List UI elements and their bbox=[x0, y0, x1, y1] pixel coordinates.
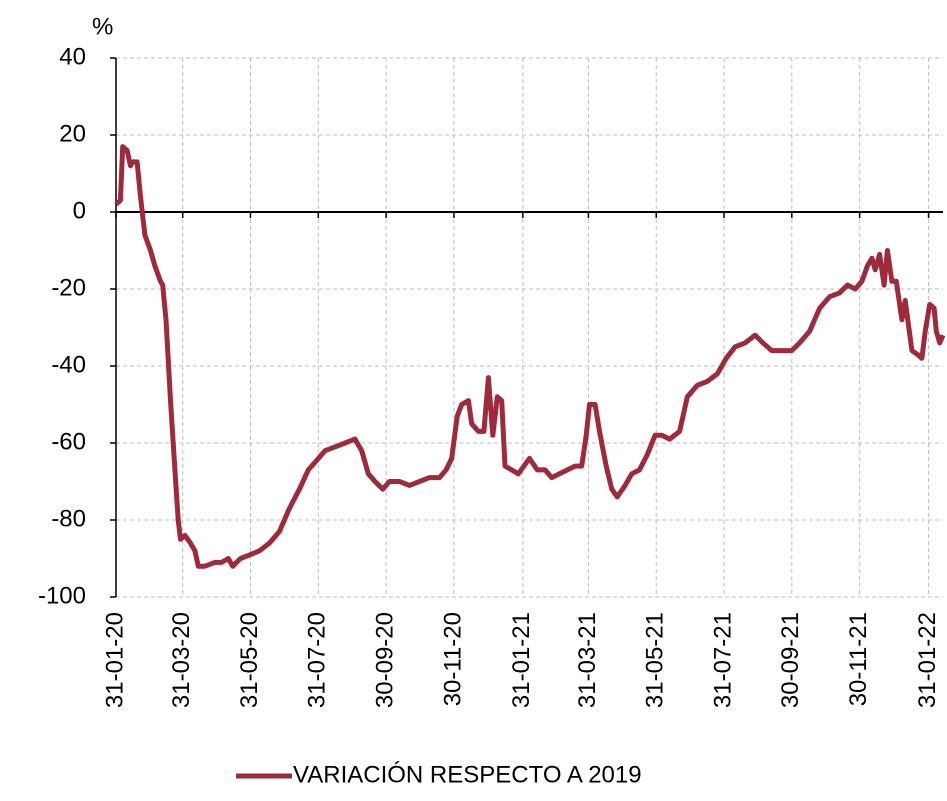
y-tick-label: -60 bbox=[51, 428, 86, 455]
x-tick-label: 31-05-20 bbox=[236, 612, 263, 708]
y-axis-label: % bbox=[92, 13, 113, 40]
y-tick-label: 0 bbox=[73, 197, 86, 224]
x-tick-label: 31-03-20 bbox=[168, 612, 195, 708]
x-tick-label: 31-07-20 bbox=[304, 612, 331, 708]
y-tick-label: 40 bbox=[59, 43, 86, 70]
x-tick-label: 31-07-21 bbox=[709, 612, 736, 708]
y-tick-label: -100 bbox=[38, 582, 86, 609]
x-tick-label: 31-01-20 bbox=[101, 612, 128, 708]
y-tick-label: -20 bbox=[51, 274, 86, 301]
y-tick-label: -80 bbox=[51, 505, 86, 532]
x-tick-label: 30-11-20 bbox=[439, 612, 466, 706]
x-tick-label: 30-09-21 bbox=[777, 612, 804, 708]
x-tick-label: 31-05-21 bbox=[642, 612, 669, 708]
x-tick-label: 31-03-21 bbox=[574, 612, 601, 708]
x-tick-label: 31-01-22 bbox=[914, 612, 941, 708]
y-tick-label: -40 bbox=[51, 351, 86, 378]
legend-label: VARIACIÓN RESPECTO A 2019 bbox=[293, 761, 642, 788]
x-tick-label: 31-01-21 bbox=[508, 612, 535, 708]
x-tick-label: 30-09-20 bbox=[371, 612, 398, 708]
data-line bbox=[114, 144, 946, 569]
y-tick-label: 20 bbox=[59, 120, 86, 147]
x-tick-label: 30-11-21 bbox=[845, 612, 872, 706]
